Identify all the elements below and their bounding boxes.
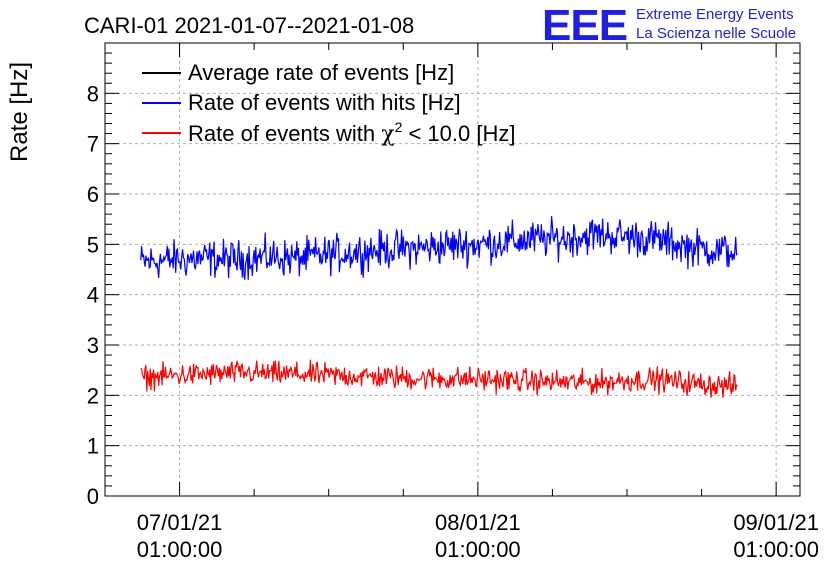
series-line-2 xyxy=(140,359,738,398)
y-tick-label: 0 xyxy=(87,484,99,509)
y-axis-label: Rate [Hz] xyxy=(6,62,33,162)
legend-label-hits: Rate of events with hits [Hz] xyxy=(188,90,461,115)
y-tick-label: 2 xyxy=(87,383,99,408)
x-tick-label-time: 01:00:00 xyxy=(435,537,521,562)
series-line-1 xyxy=(140,216,738,280)
plot-frame xyxy=(104,42,801,497)
eee-logo: EEE Extreme Energy Events La Scienza nel… xyxy=(542,1,796,50)
y-tick-label: 5 xyxy=(87,232,99,257)
y-tick-label: 7 xyxy=(87,132,99,157)
x-tick-label-time: 01:00:00 xyxy=(137,537,223,562)
logo-line2: La Scienza nelle Scuole xyxy=(636,25,796,42)
y-tick-label: 8 xyxy=(87,81,99,106)
tick-labels: 01234567807/01/2101:00:0008/01/2101:00:0… xyxy=(87,81,819,562)
x-tick-label-date: 07/01/21 xyxy=(137,510,223,535)
x-tick-label-time: 01:00:00 xyxy=(733,537,819,562)
legend: Average rate of events [Hz] Rate of even… xyxy=(142,60,515,147)
grid xyxy=(105,43,800,496)
series-layer xyxy=(140,216,738,398)
logo-line1: Extreme Energy Events xyxy=(636,6,794,23)
y-tick-label: 3 xyxy=(87,333,99,358)
y-tick-label: 1 xyxy=(87,434,99,459)
x-tick-label-date: 08/01/21 xyxy=(435,510,521,535)
legend-label-chi2: Rate of events with χ2 < 10.0 [Hz] xyxy=(188,119,515,147)
y-tick-label: 6 xyxy=(87,182,99,207)
y-tick-label: 4 xyxy=(87,283,99,308)
logo-text: EEE xyxy=(542,1,627,50)
legend-label-average: Average rate of events [Hz] xyxy=(188,60,454,85)
chart-title: CARI-01 2021-01-07--2021-01-08 xyxy=(84,13,414,38)
axes xyxy=(104,42,801,497)
x-tick-label-date: 09/01/21 xyxy=(733,510,819,535)
